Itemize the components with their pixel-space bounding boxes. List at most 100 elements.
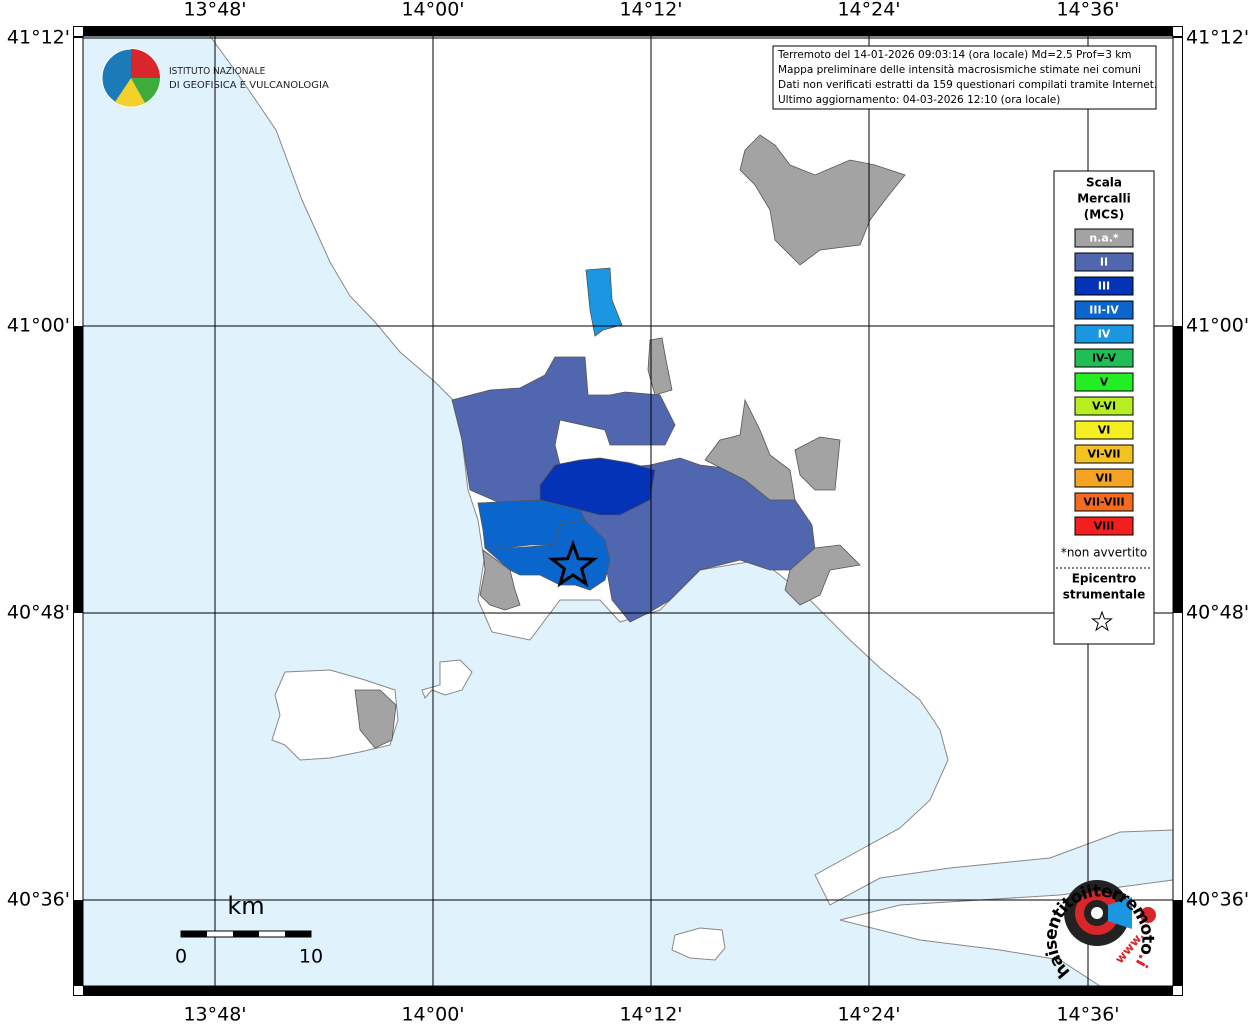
frame [73,26,1183,996]
frame-bar [869,986,1088,995]
info-line: Terremoto del 14-01-2026 09:03:14 (ora l… [777,49,1132,61]
frame-bar [74,900,83,986]
coordinate-labels: 13°48' 13°48' 14°00' 14°00' 14°12' 14°12' 14°2… [7,0,1249,1026]
epicenter [547,539,599,588]
frame-bar [869,27,1088,36]
legend-note: *non avvertito [1061,546,1147,560]
scale-label: 10 [299,946,323,968]
info-line: Mappa preliminare delle intensità macros… [778,64,1141,76]
scale-segment [233,931,259,937]
frame-bar [215,986,433,995]
legend-epicenter: Epicentro [1072,572,1137,586]
frame-bar [1088,986,1173,995]
municipality-na [704,398,796,501]
frame-bar [433,27,651,36]
frame-bar [83,986,215,995]
legend-title: Mercalli [1077,192,1131,206]
municipality-na [739,134,906,266]
legend-label: VIII [1094,520,1115,533]
scale-label: 0 [175,946,187,968]
logo-beam [1108,897,1132,929]
latitude-label: 41°00' [7,315,70,337]
info-text: Terremoto del 14-01-2026 09:03:14 (ora l… [777,49,1157,106]
municipality-na [354,689,397,749]
legend-label: IV-V [1092,352,1117,365]
legend-swatch [1074,396,1134,416]
scale-unit: km [227,892,264,920]
logo-question [1140,907,1156,923]
legend-label: II [1100,256,1108,269]
frame-bar [1173,326,1182,613]
legend-star-icon [1091,610,1113,632]
legend-swatch [1074,300,1134,320]
latitude-label: 41°00' [1186,315,1249,337]
longitude-label: 14°36' [1056,0,1119,21]
latitude-label: 41°12' [1186,27,1249,49]
longitude-label: 14°24' [837,0,900,21]
scale-bar: km 0 10 [175,892,323,968]
frame-bar [74,326,83,613]
legend-swatch [1074,252,1134,272]
logo-segment [131,78,160,103]
latitude-label: 40°48' [7,602,70,624]
longitude-label: 14°00' [401,1004,464,1025]
legend-label: III [1098,280,1110,293]
frame-bar [651,986,869,995]
latitude-label: 40°48' [1186,602,1249,624]
legend-epicenter: strumentale [1063,588,1146,602]
frame-bar [1173,36,1182,38]
frame-bar [433,986,651,995]
legend-label: VI-VII [1087,448,1120,461]
legend-label: V [1100,376,1109,389]
info-line: Ultimo aggiornamento: 04-03-2026 12:10 (… [778,94,1060,106]
longitude-label: 14°00' [401,0,464,21]
frame-bar [1173,900,1182,986]
frame-bar [215,27,433,36]
municipality-iv [585,267,623,337]
municipality-na [647,337,673,396]
epicenter-star [547,539,599,588]
legend-label: III-IV [1089,304,1119,317]
municipalities [354,134,906,749]
legend-label: n.a.* [1089,232,1119,245]
latitude-label: 41°12' [7,27,70,49]
legend-label: V-VI [1092,400,1116,413]
frame-bar [83,27,215,36]
latitude-label: 40°36' [7,889,70,911]
legend-swatch [1074,468,1134,488]
municipality-na [794,436,841,491]
procida [421,659,473,699]
latitude-label: 40°36' [1186,889,1249,911]
logo-segment [115,78,145,107]
scale-segment [285,931,311,937]
frame-bar [651,27,869,36]
logo-segment [131,49,160,78]
legend-swatch [1074,492,1134,512]
institute-line: ISTITUTO NAZIONALE [169,66,266,77]
legend-label: VI [1098,424,1111,437]
municipality-na [784,544,861,606]
scale-segment [181,931,207,937]
frame-bar [1088,27,1173,36]
legend-swatch [1074,420,1134,440]
info-box [772,45,1157,110]
legend-label: VII [1096,472,1113,485]
longitude-label: 14°12' [619,1004,682,1025]
longitude-label: 13°48' [183,0,246,21]
legend-star [1091,610,1113,632]
info-line: Dati non verificati estratti da 159 ques… [778,79,1157,91]
legend: ScalaMercalli(MCS)n.a.*IIIIIIII-IVIVIV-V… [1074,176,1134,536]
legend-title: (MCS) [1084,208,1125,222]
longitude-label: 14°12' [619,0,682,21]
legend-swatch [1074,348,1134,368]
legend-swatch [1074,228,1134,248]
logo-target [1091,907,1103,919]
legend-swatch [1074,372,1134,392]
legend-title: Scala [1086,176,1122,190]
longitude-label: 14°36' [1056,1004,1119,1025]
municipality-na [479,549,521,611]
frame-bar [74,36,83,38]
longitude-label: 13°48' [183,1004,246,1025]
longitude-label: 14°24' [837,1004,900,1025]
